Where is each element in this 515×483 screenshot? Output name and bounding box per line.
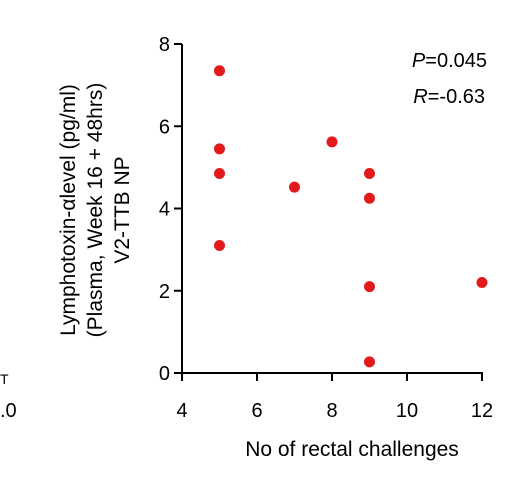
y-tick-label: 2 <box>159 281 170 303</box>
data-point <box>214 168 225 180</box>
x-tick-label: 8 <box>326 400 337 422</box>
r-value-annotation: R=-0.63 <box>413 86 485 108</box>
x-tick-label: 6 <box>251 400 262 422</box>
clipped-neighbor-tick-mark: T <box>0 371 9 387</box>
data-point <box>214 143 225 155</box>
y-axis-title-line-3: V2-TTB NP <box>111 156 134 263</box>
r-value-symbol: R <box>413 86 427 108</box>
data-point <box>364 281 375 293</box>
y-tick-label: 8 <box>159 34 170 56</box>
x-tick-label: 4 <box>176 400 187 422</box>
data-point <box>364 168 375 180</box>
y-axis-title-line-1: Lymphotoxin-αlevel (pg/ml) <box>57 84 80 336</box>
x-axis-ticks: 4 6 8 10 12 <box>176 373 493 422</box>
data-point <box>214 240 225 252</box>
x-axis-title: No of rectal challenges <box>245 438 459 461</box>
x-tick-label: 12 <box>471 400 493 422</box>
y-tick-label: 0 <box>159 363 170 385</box>
y-tick-label: 6 <box>159 116 170 138</box>
y-axis-ticks: 0 2 4 6 8 <box>159 34 182 385</box>
data-points <box>214 65 488 368</box>
data-point <box>476 277 488 289</box>
p-value-annotation: P=0.045 <box>412 50 487 72</box>
x-tick-label: 10 <box>396 400 418 422</box>
data-point <box>289 181 300 193</box>
data-point <box>214 65 225 77</box>
p-value-symbol: P <box>412 50 426 72</box>
p-value-text: =0.045 <box>425 50 487 72</box>
y-tick-label: 4 <box>159 199 170 221</box>
data-point <box>364 356 375 368</box>
r-value-text: =-0.63 <box>428 86 485 108</box>
data-point <box>326 136 338 148</box>
data-point <box>364 192 375 204</box>
clipped-neighbor-tick-label: .0 <box>0 400 17 422</box>
y-axis-title-line-2: (Plasma, Week 16 + 48hrs) <box>84 83 107 338</box>
